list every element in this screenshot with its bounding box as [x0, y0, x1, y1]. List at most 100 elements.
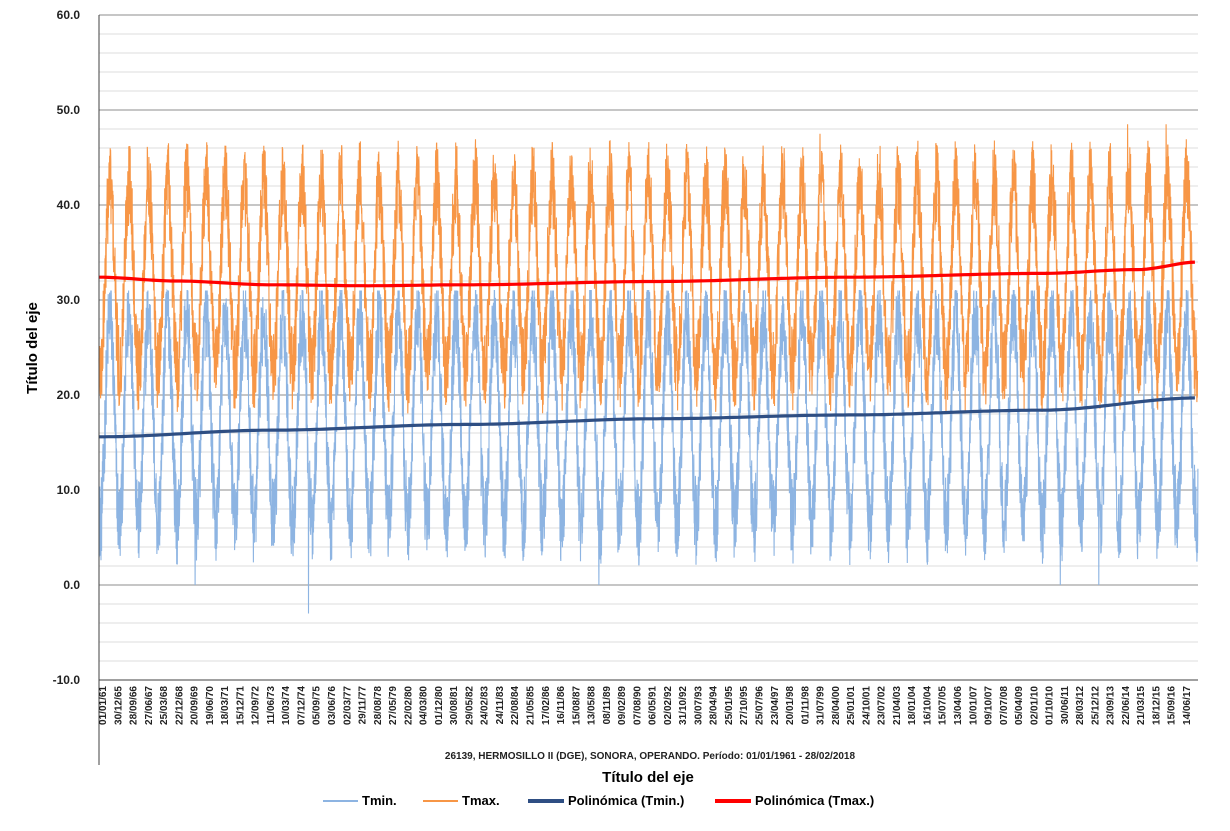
x-tick-label: 02/01/10	[1029, 686, 1040, 725]
x-tick-label: 25/03/68	[159, 686, 170, 725]
x-tick-label: 15/12/71	[235, 686, 246, 725]
x-tick-label: 13/05/88	[587, 686, 598, 725]
y-tick-label: 10.0	[57, 483, 81, 497]
x-tick-label: 21/03/15	[1136, 686, 1147, 725]
gridlines	[99, 14, 1198, 681]
x-tick-label: 23/04/97	[770, 686, 781, 725]
x-tick-label: 01/12/80	[434, 686, 445, 725]
legend-label-trend-tmin: Polinómica (Tmin.)	[568, 793, 684, 808]
x-tick-label: 30/06/11	[1060, 686, 1071, 725]
trend-tmax-line	[99, 260, 1195, 288]
x-tick-label: 22/02/80	[403, 686, 414, 725]
legend: Tmin. Tmax. Polinómica (Tmin.) Polinómic…	[323, 793, 874, 808]
x-tick-label: 01/10/10	[1045, 686, 1056, 725]
x-tick-label: 23/07/02	[877, 686, 888, 725]
x-tick-label: 05/04/09	[1014, 686, 1025, 725]
x-tick-label: 09/02/89	[617, 686, 628, 725]
x-tick-label: 30/08/81	[449, 686, 460, 725]
legend-item-tmin: Tmin.	[323, 793, 397, 808]
x-tick-label: 24/10/01	[861, 686, 872, 725]
x-tick-label: 21/04/03	[892, 686, 903, 725]
x-tick-label: 12/09/72	[251, 686, 262, 725]
x-tick-label: 08/11/89	[602, 686, 613, 725]
legend-item-tmax: Tmax.	[423, 793, 500, 808]
y-tick-label: 50.0	[57, 103, 81, 117]
x-tick-label: 29/11/77	[358, 686, 369, 725]
x-tick-labels: 01/01/61 30/12/65 28/09/66 27/06/67 25/03/68…	[98, 686, 1193, 725]
x-tick-label: 24/02/83	[480, 686, 491, 725]
x-tick-label: 17/02/86	[541, 686, 552, 725]
chart-subtitle: 26139, HERMOSILLO II (DGE), SONORA, OPER…	[445, 751, 856, 762]
legend-label-tmin: Tmin.	[362, 793, 397, 808]
x-tick-label: 28/03/12	[1075, 686, 1086, 725]
y-tick-label: 30.0	[57, 293, 81, 307]
y-tick-label: 20.0	[57, 388, 81, 402]
x-tick-label: 20/09/69	[190, 686, 201, 725]
x-tick-label: 02/03/77	[342, 686, 353, 725]
x-tick-label: 01/01/61	[98, 686, 109, 725]
x-tick-label: 27/10/95	[739, 686, 750, 725]
x-tick-label: 18/01/04	[907, 686, 918, 725]
series-tmax-line	[98, 124, 1199, 414]
legend-label-tmax: Tmax.	[462, 793, 500, 808]
series-tmin-line	[98, 288, 1199, 614]
x-tick-label: 03/06/76	[327, 686, 338, 725]
x-tick-label: 25/12/12	[1090, 686, 1101, 725]
x-tick-label: 15/09/16	[1167, 686, 1178, 725]
x-tick-label: 21/05/85	[526, 686, 537, 725]
x-tick-label: 14/06/17	[1182, 686, 1193, 725]
x-tick-label: 30/07/93	[693, 686, 704, 725]
x-tick-label: 28/08/78	[373, 686, 384, 725]
x-tick-label: 15/07/05	[938, 686, 949, 725]
x-tick-label: 15/08/87	[571, 686, 582, 725]
x-tick-label: 04/03/80	[419, 686, 430, 725]
x-tick-label: 31/07/99	[816, 686, 827, 725]
axes	[98, 15, 1198, 765]
x-tick-label: 06/05/91	[648, 686, 659, 725]
x-tick-label: 18/12/15	[1152, 686, 1163, 725]
x-tick-label: 31/10/92	[678, 686, 689, 725]
x-tick-label: 25/01/01	[846, 686, 857, 725]
x-tick-label: 13/04/06	[953, 686, 964, 725]
series-layer	[98, 124, 1199, 614]
x-tick-label: 23/09/13	[1106, 686, 1117, 725]
x-tick-label: 09/10/07	[984, 686, 995, 725]
y-tick-label: 0.0	[63, 578, 80, 592]
x-tick-label: 28/04/94	[709, 686, 720, 725]
legend-item-trend-tmax: Polinómica (Tmax.)	[715, 793, 874, 808]
x-tick-label: 29/05/82	[464, 686, 475, 725]
x-tick-label: 25/01/95	[724, 686, 735, 725]
x-tick-label: 16/11/86	[556, 686, 567, 725]
x-tick-label: 25/07/96	[755, 686, 766, 725]
x-tick-label: 11/06/73	[266, 686, 277, 725]
x-tick-label: 20/01/98	[785, 686, 796, 725]
x-tick-label: 22/12/68	[174, 686, 185, 725]
x-tick-label: 05/09/75	[312, 686, 323, 725]
x-tick-label: 10/03/74	[281, 686, 292, 725]
x-tick-label: 22/08/84	[510, 686, 521, 725]
x-tick-label: 27/06/67	[144, 686, 155, 725]
x-tick-label: 07/08/90	[632, 686, 643, 725]
x-tick-label: 01/11/98	[800, 686, 811, 725]
x-tick-label: 16/10/04	[923, 686, 934, 725]
x-tick-label: 28/04/00	[831, 686, 842, 725]
legend-label-trend-tmax: Polinómica (Tmax.)	[755, 793, 874, 808]
x-tick-label: 07/07/08	[999, 686, 1010, 725]
x-tick-label: 22/06/14	[1121, 686, 1132, 725]
x-tick-label: 28/09/66	[129, 686, 140, 725]
y-tick-label: 40.0	[57, 198, 81, 212]
y-tick-label: -10.0	[53, 673, 81, 687]
x-tick-label: 02/02/92	[663, 686, 674, 725]
x-tick-label: 10/01/07	[968, 686, 979, 725]
x-axis-title: Título del eje	[602, 769, 694, 786]
x-tick-label: 19/06/70	[205, 686, 216, 725]
x-tick-label: 30/12/65	[113, 686, 124, 725]
y-tick-label: 60.0	[57, 8, 81, 22]
x-tick-label: 27/05/79	[388, 686, 399, 725]
legend-item-trend-tmin: Polinómica (Tmin.)	[528, 793, 684, 808]
x-tick-label: 07/12/74	[297, 686, 308, 725]
x-tick-label: 24/11/83	[495, 686, 506, 725]
y-tick-labels: 60.0 50.0 40.0 30.0 20.0 10.0 0.0 -10.0	[53, 8, 81, 687]
